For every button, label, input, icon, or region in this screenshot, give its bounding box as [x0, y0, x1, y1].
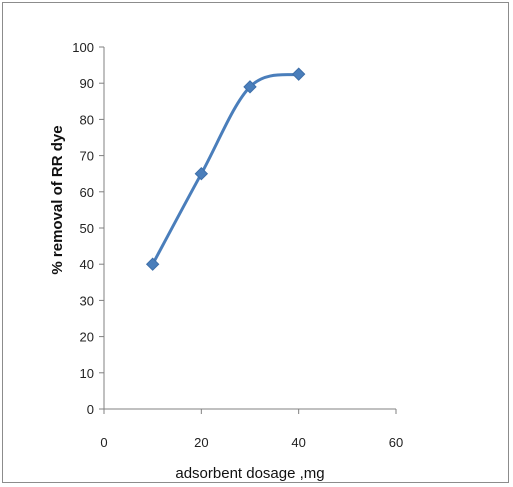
axes [103, 47, 396, 410]
y-axis-title: % removal of RR dye [49, 125, 66, 274]
data-point [145, 257, 160, 271]
x-ticks: 0 20 40 60 [100, 409, 403, 450]
y-tick-label: 60 [80, 185, 94, 200]
y-tick-label: 10 [80, 366, 94, 381]
data-point [243, 80, 257, 94]
x-tick-label: 60 [389, 435, 403, 450]
y-tick-label: 100 [72, 40, 94, 55]
x-tick-label: 40 [291, 435, 305, 450]
y-tick-label: 30 [80, 293, 94, 308]
y-tick-label: 80 [80, 112, 94, 127]
y-ticks: 0 10 20 30 40 50 60 70 80 90 100 [72, 40, 104, 417]
x-tick-label: 0 [100, 435, 107, 450]
y-tick-label: 70 [80, 149, 94, 164]
series [145, 67, 306, 271]
x-axis-title: adsorbent dosage ,mg [175, 465, 324, 482]
y-tick-label: 20 [80, 330, 94, 345]
data-point [291, 67, 306, 81]
y-tick-label: 90 [80, 76, 94, 91]
y-tick-label: 50 [80, 221, 94, 236]
data-point [194, 166, 209, 181]
y-tick-label: 0 [87, 402, 94, 417]
series-line [151, 72, 300, 265]
y-tick-label: 40 [80, 257, 94, 272]
x-tick-label: 20 [194, 435, 208, 450]
